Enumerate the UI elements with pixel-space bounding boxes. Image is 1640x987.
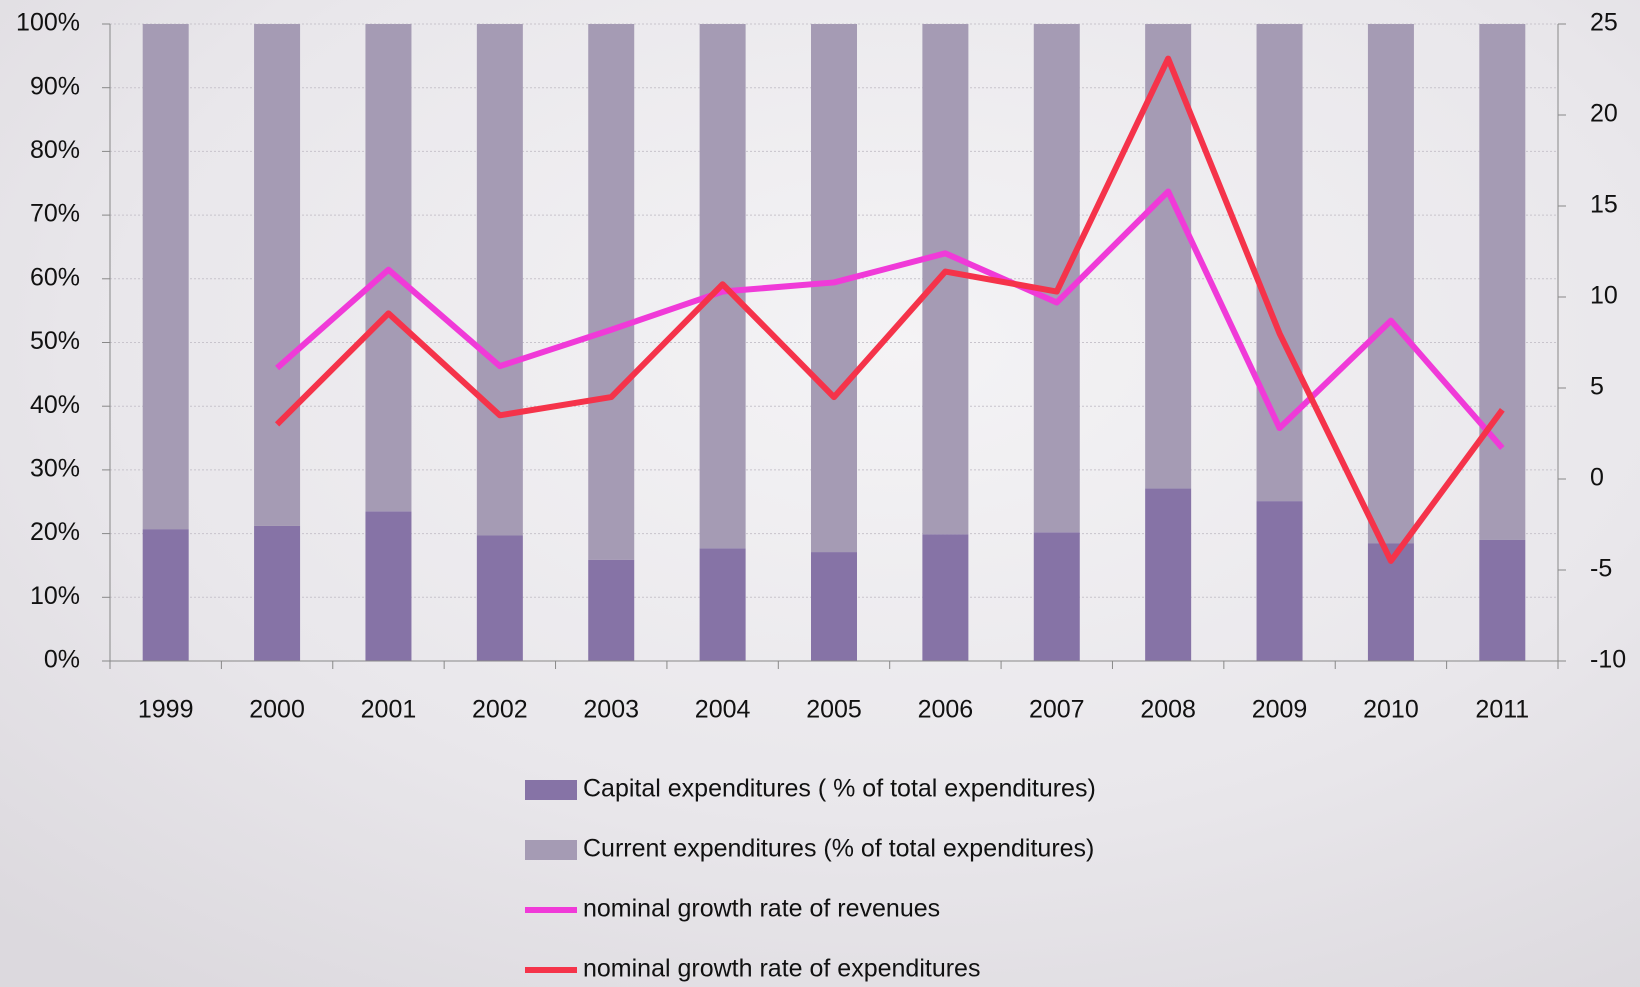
bar xyxy=(476,24,523,536)
x-tick-label: 2007 xyxy=(1029,696,1085,724)
bar xyxy=(254,24,301,526)
bar xyxy=(1367,24,1414,544)
bar xyxy=(922,24,969,535)
bar xyxy=(142,529,189,661)
y-tick-label: 70% xyxy=(30,200,80,228)
y2-tick-label: 20 xyxy=(1590,100,1618,128)
x-tick-label: 2001 xyxy=(361,696,417,724)
bar xyxy=(254,525,301,661)
y-tick-label: 20% xyxy=(30,518,80,546)
bar xyxy=(699,548,746,661)
legend-label: Capital expenditures ( % of total expend… xyxy=(583,775,1096,803)
x-tick-label: 2009 xyxy=(1252,696,1308,724)
bar xyxy=(1479,539,1526,661)
legend-label: nominal growth rate of revenues xyxy=(583,895,940,923)
bar xyxy=(142,24,189,530)
x-tick-label: 2006 xyxy=(918,696,974,724)
x-tick-label: 2000 xyxy=(249,696,305,724)
x-tick-label: 1999 xyxy=(138,696,194,724)
y2-tick-label: 0 xyxy=(1590,464,1604,492)
bar xyxy=(922,534,969,661)
y2-tick-label: 10 xyxy=(1590,282,1618,310)
bar xyxy=(1033,532,1080,661)
bar xyxy=(1033,24,1080,533)
x-tick-label: 2002 xyxy=(472,696,528,724)
y-tick-label: 80% xyxy=(30,136,80,164)
y2-tick-label: -10 xyxy=(1590,646,1626,674)
x-tick-label: 2008 xyxy=(1140,696,1196,724)
y-tick-label: 90% xyxy=(30,72,80,100)
bar xyxy=(476,535,523,661)
legend-swatch xyxy=(525,840,577,860)
y2-tick-label: 5 xyxy=(1590,373,1604,401)
y2-tick-label: -5 xyxy=(1590,555,1612,583)
y-tick-label: 10% xyxy=(30,582,80,610)
y-tick-label: 40% xyxy=(30,391,80,419)
bar xyxy=(1145,488,1192,661)
y-tick-label: 30% xyxy=(30,455,80,483)
bar xyxy=(588,559,635,661)
y-tick-label: 0% xyxy=(44,646,80,674)
legend-label: Current expenditures (% of total expendi… xyxy=(583,835,1094,863)
bar xyxy=(588,24,635,560)
y-tick-label: 100% xyxy=(16,9,80,37)
line xyxy=(275,188,1505,451)
y2-tick-label: 15 xyxy=(1590,191,1618,219)
legend-label: nominal growth rate of expenditures xyxy=(583,955,980,983)
bar xyxy=(365,511,412,661)
bar xyxy=(811,552,857,661)
legend-swatch xyxy=(525,780,577,800)
x-tick-label: 2011 xyxy=(1475,696,1529,724)
bar xyxy=(1479,24,1526,540)
line xyxy=(274,55,1505,564)
bar xyxy=(1256,501,1303,661)
bar xyxy=(811,24,857,553)
x-tick-label: 2003 xyxy=(583,696,639,724)
y-tick-label: 50% xyxy=(30,327,80,355)
x-tick-label: 2005 xyxy=(806,696,862,724)
x-tick-label: 2004 xyxy=(695,696,751,724)
x-tick-label: 2010 xyxy=(1363,696,1419,724)
y-tick-label: 60% xyxy=(30,263,80,291)
y2-tick-label: 25 xyxy=(1590,9,1618,37)
